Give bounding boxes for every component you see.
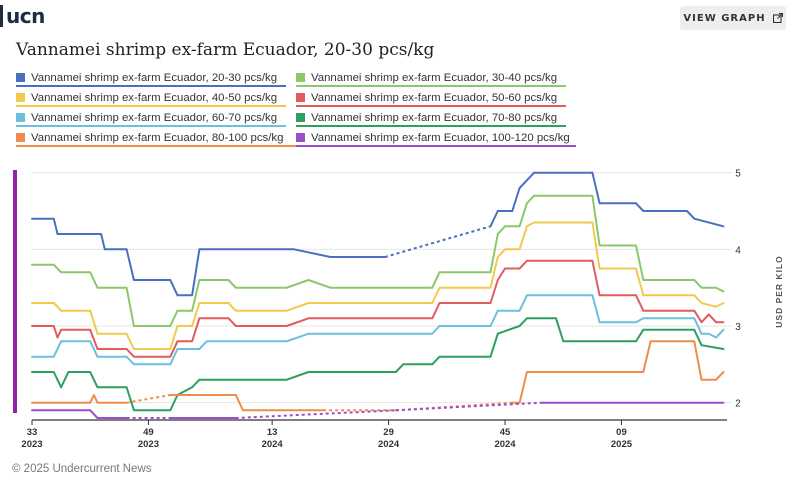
ucn-logo: ucn <box>0 4 45 28</box>
chart-title: Vannamei shrimp ex-farm Ecuador, 20-30 p… <box>16 40 435 60</box>
series-line <box>31 294 725 366</box>
legend-swatch <box>296 73 305 82</box>
view-graph-button[interactable]: VIEW GRAPH <box>680 6 786 30</box>
logo-text: ucn <box>6 4 45 28</box>
series-line <box>31 221 725 350</box>
series-line <box>31 317 725 412</box>
copyright-footer: © 2025 Undercurrent News <box>12 463 152 475</box>
x-tick-week: 09 <box>616 427 627 438</box>
legend-swatch <box>16 73 25 82</box>
legend-item[interactable]: Vannamei shrimp ex-farm Ecuador, 100-120… <box>296 131 576 147</box>
legend-item[interactable]: Vannamei shrimp ex-farm Ecuador, 40-50 p… <box>16 91 286 107</box>
legend-label: Vannamei shrimp ex-farm Ecuador, 20-30 p… <box>31 71 278 84</box>
x-tick-year: 2023 <box>21 439 42 450</box>
legend-item[interactable]: Vannamei shrimp ex-farm Ecuador, 70-80 p… <box>296 111 566 127</box>
view-graph-label: VIEW GRAPH <box>683 12 766 24</box>
legend-swatch <box>296 113 305 122</box>
legend-label: Vannamei shrimp ex-farm Ecuador, 50-60 p… <box>311 91 558 104</box>
y-tick-label: 4 <box>735 245 741 256</box>
series-line <box>31 340 725 412</box>
x-tick-week: 29 <box>383 427 394 438</box>
logo-bar <box>0 5 3 27</box>
legend-item[interactable]: Vannamei shrimp ex-farm Ecuador, 30-40 p… <box>296 71 566 87</box>
legend-label: Vannamei shrimp ex-farm Ecuador, 30-40 p… <box>311 71 558 84</box>
x-tick-week: 45 <box>500 427 511 438</box>
series-line <box>31 401 725 419</box>
legend-label: Vannamei shrimp ex-farm Ecuador, 100-120… <box>311 131 570 144</box>
legend-item[interactable]: Vannamei shrimp ex-farm Ecuador, 80-100 … <box>16 131 296 147</box>
series-line <box>31 194 725 327</box>
x-tick-year: 2024 <box>378 439 400 450</box>
legend-item[interactable]: Vannamei shrimp ex-farm Ecuador, 50-60 p… <box>296 91 566 107</box>
legend-item[interactable]: Vannamei shrimp ex-farm Ecuador, 20-30 p… <box>16 71 286 87</box>
series-line <box>31 259 725 358</box>
legend-label: Vannamei shrimp ex-farm Ecuador, 70-80 p… <box>311 111 558 124</box>
legend-swatch <box>296 133 305 142</box>
legend-swatch <box>296 93 305 102</box>
legend-label: Vannamei shrimp ex-farm Ecuador, 60-70 p… <box>31 111 278 124</box>
series-line <box>31 171 725 297</box>
legend-swatch <box>16 113 25 122</box>
x-tick-week: 49 <box>143 427 154 438</box>
x-tick-year: 2024 <box>494 439 516 450</box>
x-tick-week: 33 <box>27 427 38 438</box>
legend-item[interactable]: Vannamei shrimp ex-farm Ecuador, 60-70 p… <box>16 111 286 127</box>
series-line-dashed <box>126 401 542 419</box>
y-tick-label: 5 <box>735 169 741 180</box>
external-link-icon <box>772 13 783 23</box>
y-tick-label: 2 <box>735 399 741 410</box>
y-tick-label: 3 <box>735 322 741 333</box>
accent-bar <box>13 170 17 413</box>
legend-swatch <box>16 133 25 142</box>
x-tick-week: 13 <box>267 427 278 438</box>
y-axis-label: USD PER KILO <box>774 255 784 327</box>
x-tick-year: 2023 <box>138 439 159 450</box>
legend-swatch <box>16 93 25 102</box>
x-tick-year: 2025 <box>611 439 633 450</box>
legend-label: Vannamei shrimp ex-farm Ecuador, 80-100 … <box>31 131 284 144</box>
legend-label: Vannamei shrimp ex-farm Ecuador, 40-50 p… <box>31 91 278 104</box>
series-line-dashed <box>384 225 491 258</box>
x-tick-year: 2024 <box>262 439 284 450</box>
